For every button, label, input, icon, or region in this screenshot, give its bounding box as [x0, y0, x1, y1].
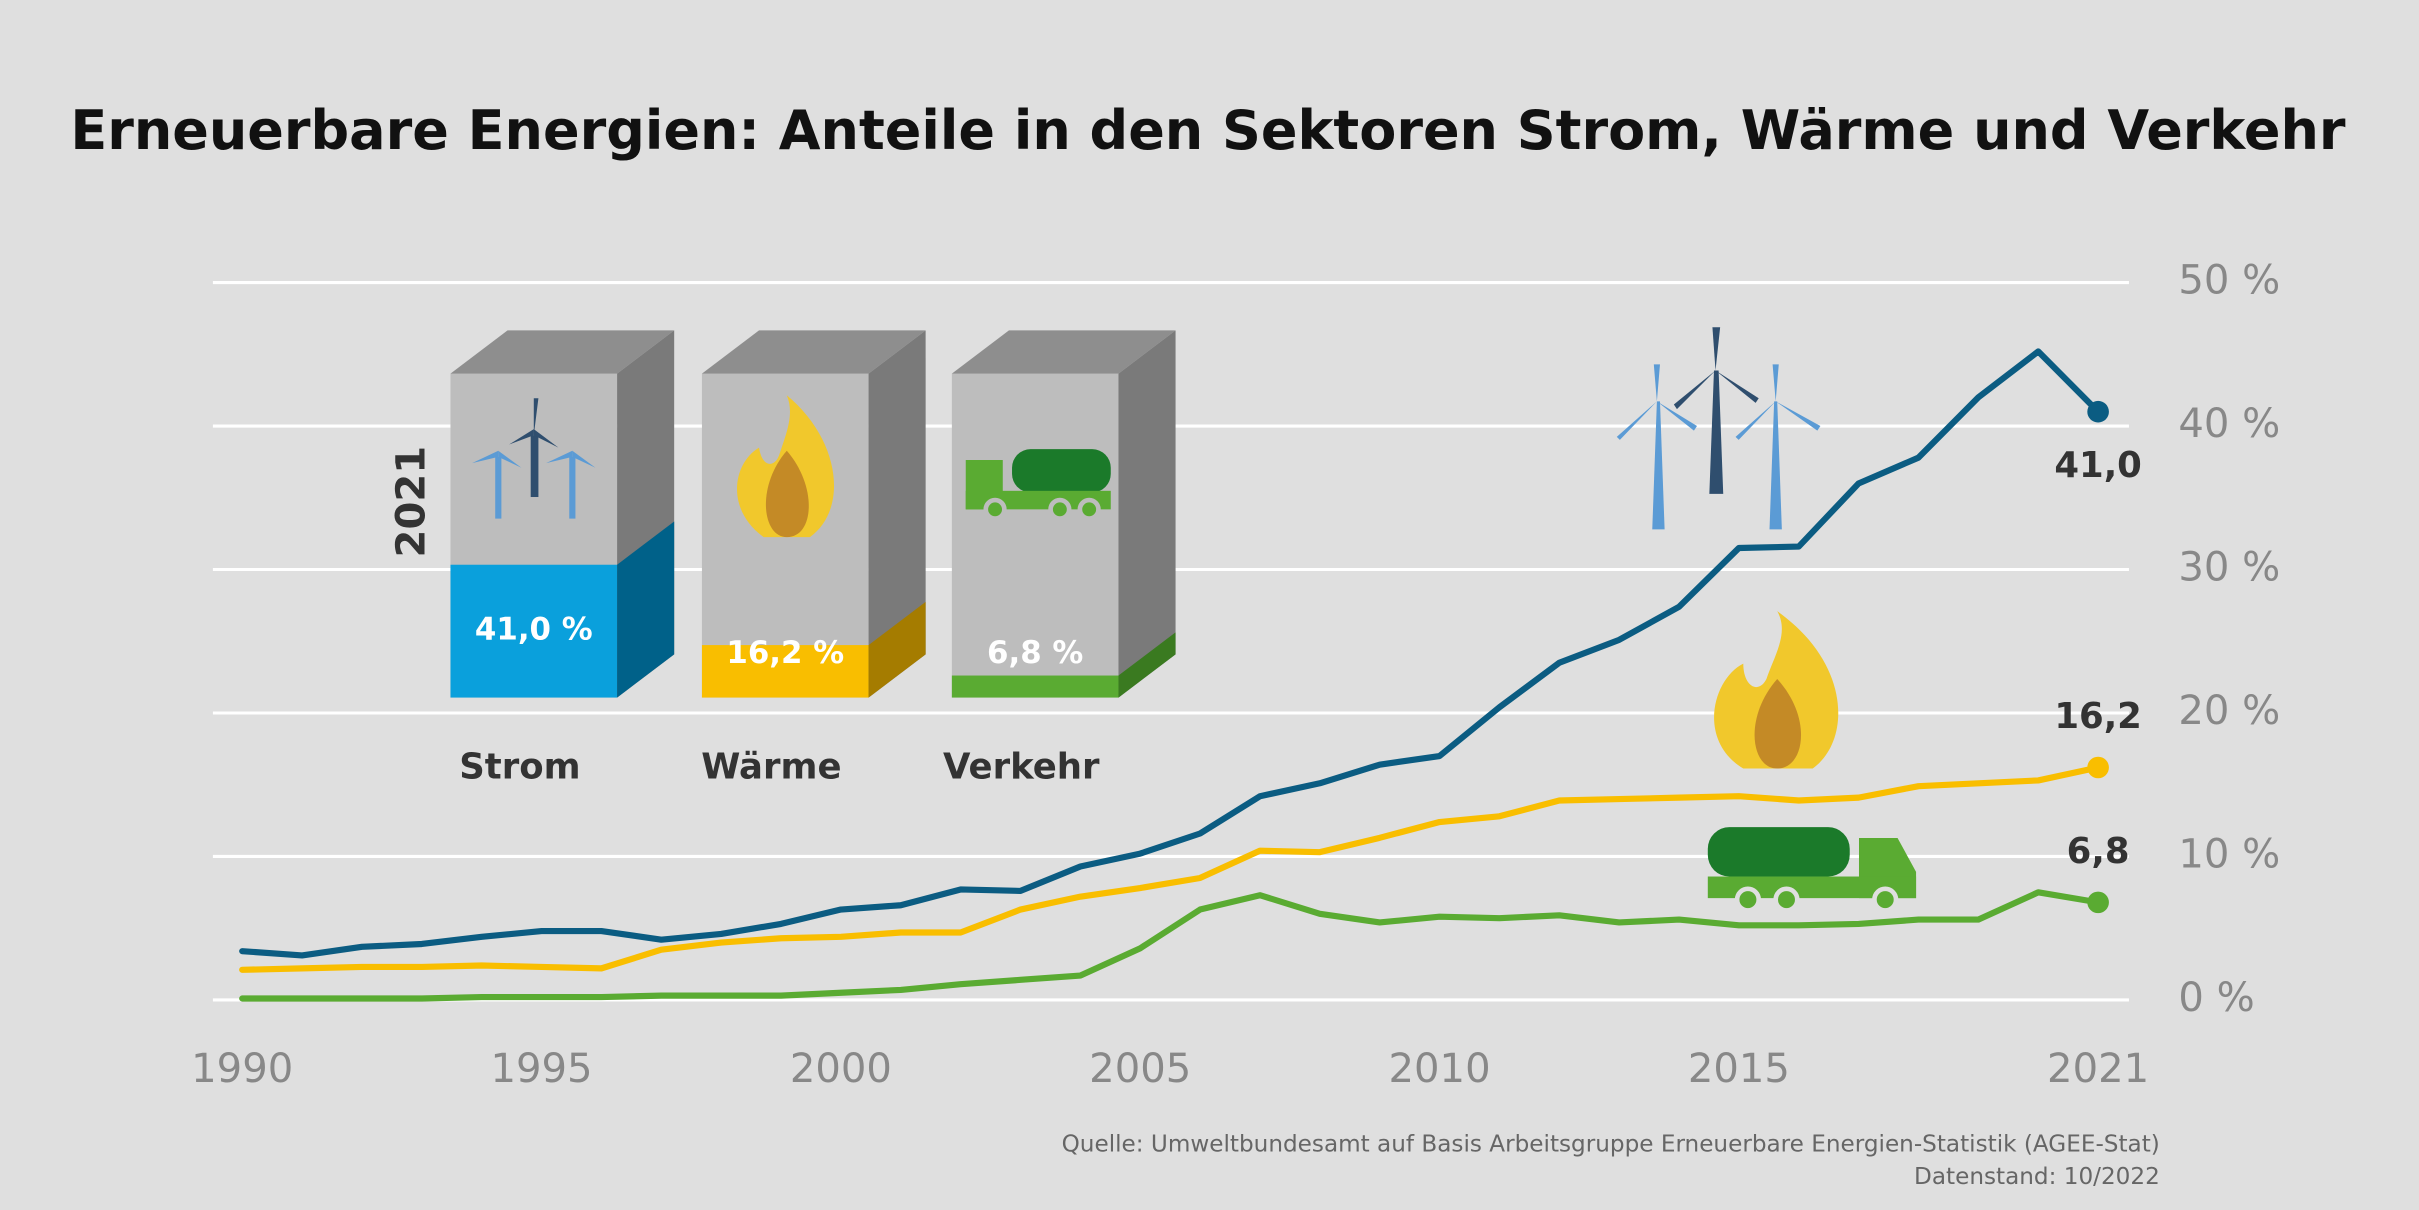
inset-year: 2021 — [388, 446, 434, 558]
box-value-label: 16,2 % — [726, 635, 844, 671]
box-top — [701, 330, 926, 374]
y-tick-label: 20 % — [2178, 688, 2280, 734]
x-tick-label: 1995 — [491, 1046, 593, 1092]
truck-icon — [1707, 827, 1917, 913]
x-tick-label: 2015 — [1688, 1046, 1790, 1092]
box-category: Strom — [459, 747, 580, 788]
truck-small — [965, 449, 1111, 521]
x-tick-label: 2005 — [1089, 1046, 1191, 1092]
y-tick-label: 10 % — [2178, 831, 2280, 877]
box-top — [450, 330, 675, 374]
flame-icon — [1714, 611, 1839, 769]
box-category: Verkehr — [943, 747, 1100, 788]
value-label: 41,0 — [2054, 445, 2142, 486]
box-fill — [701, 645, 869, 698]
box-value-label: 6,8 % — [987, 635, 1083, 671]
box-side — [868, 330, 926, 698]
y-tick-label: 50 % — [2178, 258, 2280, 304]
end-point — [2087, 400, 2109, 423]
flame-small — [737, 395, 835, 538]
box-value-label: 41,0 % — [475, 612, 593, 648]
wind-small — [472, 398, 596, 519]
source: Quelle: Umweltbundesamt auf Basis Arbeit… — [1062, 1131, 2160, 1157]
box-category: Wärme — [701, 747, 841, 788]
box-icons — [472, 395, 1111, 538]
x-tick-label: 2010 — [1389, 1046, 1491, 1092]
x-tick-label: 1990 — [191, 1046, 293, 1092]
box-top — [951, 330, 1176, 374]
box-fill-side — [1118, 632, 1176, 698]
end-point — [2087, 891, 2109, 914]
box-front — [951, 373, 1119, 698]
wind-icon — [1616, 327, 1821, 530]
y-tick-label: 40 % — [2178, 401, 2280, 447]
value-label: 16,2 — [2054, 696, 2142, 737]
box-fill — [951, 675, 1119, 698]
box-fill-side — [617, 521, 675, 698]
series-line — [239, 889, 2102, 1002]
date-note: Datenstand: 10/2022 — [1914, 1164, 2160, 1190]
box-fill-side — [868, 601, 926, 698]
end-point — [2087, 756, 2109, 779]
x-tick-label: 2021 — [2047, 1046, 2149, 1092]
chart-title: Erneuerbare Energien: Anteile in den Sek… — [70, 99, 2346, 162]
box-side — [1118, 330, 1176, 698]
value-label: 6,8 — [2067, 831, 2130, 872]
box-fill — [450, 564, 618, 698]
y-tick-label: 0 % — [2178, 975, 2254, 1021]
x-tick-label: 2000 — [790, 1046, 892, 1092]
series-line — [239, 348, 2102, 959]
series-line — [239, 764, 2102, 973]
y-tick-label: 30 % — [2178, 545, 2280, 591]
